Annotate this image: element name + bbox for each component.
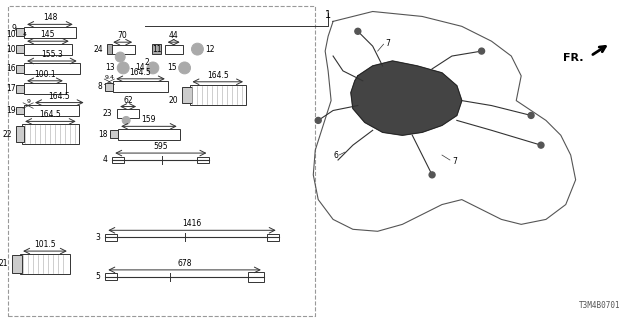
- Circle shape: [147, 62, 159, 74]
- Bar: [110, 45, 135, 53]
- Text: 10: 10: [6, 30, 16, 39]
- Text: 9: 9: [26, 99, 30, 104]
- Bar: [16, 85, 24, 93]
- Circle shape: [355, 28, 361, 34]
- Text: 3: 3: [95, 233, 100, 242]
- Text: 12: 12: [205, 44, 215, 54]
- Bar: [110, 130, 118, 138]
- Text: 15: 15: [167, 63, 177, 72]
- Circle shape: [179, 62, 191, 74]
- Circle shape: [191, 43, 204, 55]
- Bar: [267, 234, 278, 241]
- Text: 70: 70: [118, 31, 127, 40]
- Bar: [113, 81, 168, 92]
- Circle shape: [115, 52, 125, 62]
- Bar: [16, 107, 24, 115]
- Text: 14: 14: [135, 63, 145, 72]
- Text: FR.: FR.: [563, 53, 584, 63]
- Circle shape: [316, 117, 321, 124]
- Text: 8: 8: [98, 82, 102, 91]
- Circle shape: [117, 62, 129, 74]
- Text: 148: 148: [43, 13, 57, 22]
- Circle shape: [538, 142, 544, 148]
- Bar: [16, 28, 24, 36]
- Text: 145: 145: [41, 30, 55, 39]
- Text: T3M4B0701: T3M4B0701: [579, 301, 620, 310]
- Polygon shape: [351, 61, 462, 135]
- Bar: [198, 156, 209, 164]
- Bar: [8, 5, 316, 316]
- Text: 159: 159: [141, 115, 156, 124]
- Text: 6: 6: [333, 150, 338, 160]
- Bar: [24, 63, 79, 74]
- Text: 18: 18: [98, 130, 108, 139]
- Bar: [118, 129, 180, 140]
- Bar: [16, 65, 24, 73]
- Circle shape: [122, 116, 130, 124]
- Bar: [152, 44, 161, 54]
- Text: 9.4: 9.4: [104, 75, 115, 80]
- Bar: [189, 85, 246, 105]
- Text: 155.3: 155.3: [41, 50, 63, 59]
- Bar: [106, 273, 117, 280]
- Text: 11: 11: [152, 44, 162, 54]
- Text: 4: 4: [22, 32, 26, 37]
- Text: 17: 17: [6, 84, 16, 93]
- Circle shape: [429, 172, 435, 178]
- Bar: [108, 44, 112, 54]
- Text: 20: 20: [168, 96, 178, 105]
- Bar: [112, 156, 124, 164]
- Bar: [164, 45, 182, 53]
- Text: 7: 7: [385, 39, 390, 48]
- Text: 678: 678: [177, 259, 192, 268]
- Bar: [182, 87, 191, 103]
- Bar: [12, 255, 22, 273]
- Bar: [24, 44, 72, 54]
- Text: 21: 21: [0, 260, 8, 268]
- Bar: [16, 45, 24, 53]
- Text: 9: 9: [12, 24, 16, 33]
- Text: 19: 19: [6, 106, 16, 115]
- Circle shape: [528, 112, 534, 118]
- Bar: [24, 27, 76, 38]
- Text: 16: 16: [6, 64, 16, 73]
- Bar: [248, 272, 264, 282]
- Bar: [117, 109, 139, 118]
- Text: 4: 4: [102, 156, 108, 164]
- Text: 7: 7: [452, 157, 457, 166]
- Text: 164.5: 164.5: [130, 68, 152, 77]
- Text: 10: 10: [6, 44, 16, 54]
- Text: 23: 23: [102, 109, 112, 118]
- Bar: [106, 234, 117, 241]
- Circle shape: [479, 48, 484, 54]
- Text: 164.5: 164.5: [40, 110, 61, 119]
- Text: 164.5: 164.5: [207, 71, 228, 80]
- Bar: [106, 83, 113, 91]
- Text: 13: 13: [106, 63, 115, 72]
- Bar: [16, 126, 24, 142]
- Bar: [22, 124, 79, 144]
- Text: 44: 44: [169, 31, 179, 40]
- Text: 595: 595: [154, 142, 168, 151]
- Text: 22: 22: [3, 130, 12, 139]
- Text: 164.5: 164.5: [49, 92, 70, 100]
- Bar: [24, 83, 66, 94]
- Text: 24: 24: [94, 44, 104, 54]
- Text: 2: 2: [144, 58, 149, 67]
- Text: 5: 5: [95, 272, 100, 281]
- Bar: [20, 254, 70, 274]
- Text: 100.1: 100.1: [34, 70, 56, 79]
- Bar: [24, 105, 79, 116]
- Text: 1416: 1416: [182, 219, 202, 228]
- Text: 62: 62: [124, 96, 133, 105]
- Text: 101.5: 101.5: [34, 240, 56, 249]
- Text: 1: 1: [325, 10, 331, 20]
